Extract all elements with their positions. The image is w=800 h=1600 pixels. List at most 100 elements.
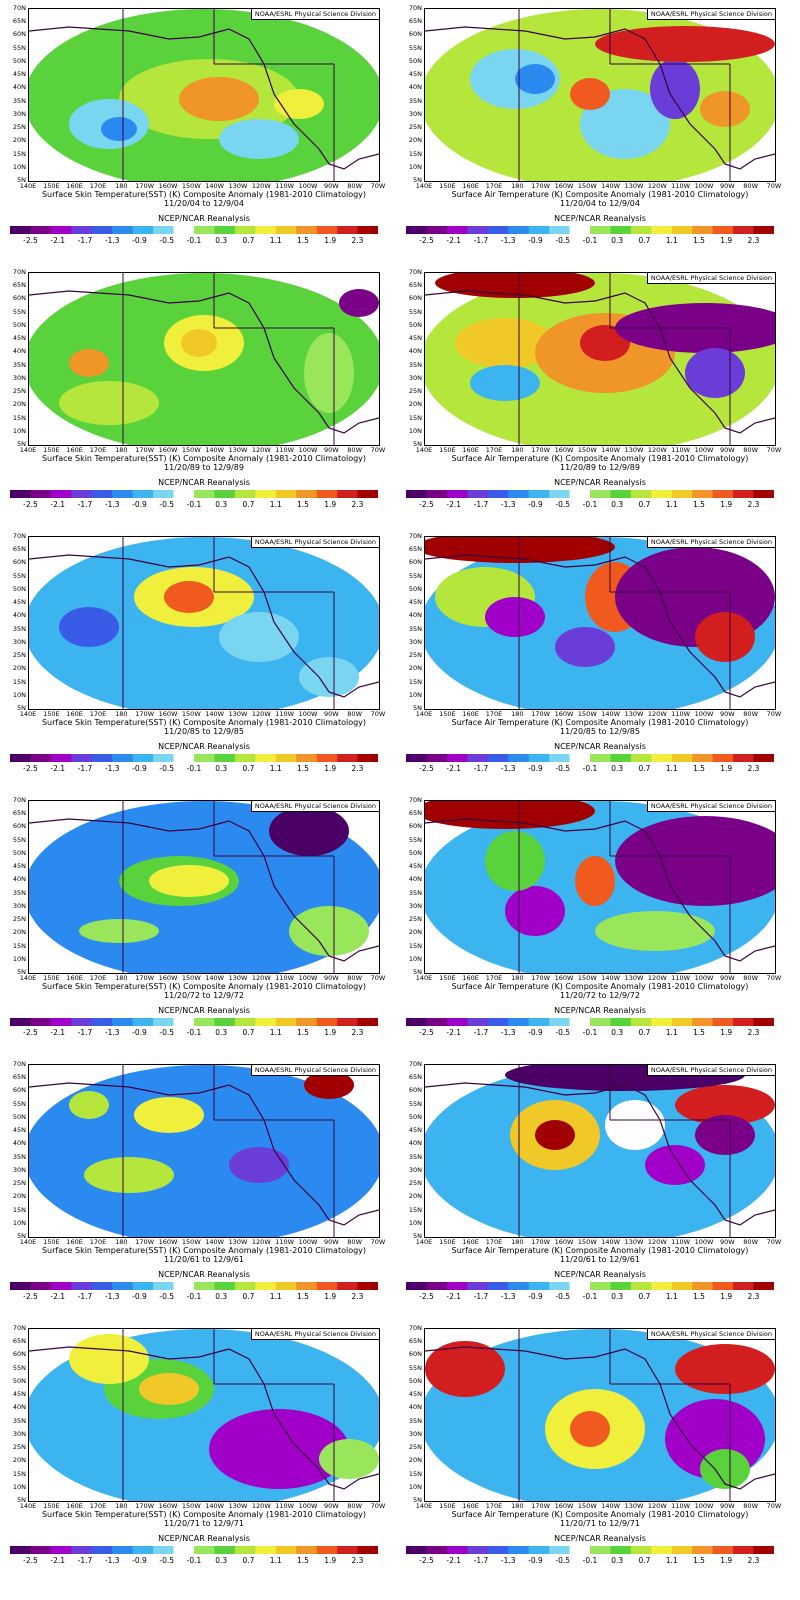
date-range: 11/20/89 to 12/9/89 [560,463,640,472]
colorbar-swatch [487,1018,509,1026]
colorbar-swatch [50,490,72,498]
longitude-label: 170E [485,1238,503,1246]
anomaly-region [319,1439,379,1479]
anomaly-region [695,612,755,662]
longitude-label: 150E [439,182,456,190]
anomaly-region [299,657,359,697]
colorbar-swatch [50,1546,72,1554]
anomaly-region [485,597,545,637]
longitude-label: 160E [462,446,479,454]
attribution-label: NOAA/ESRL Physical Science Division [250,537,379,548]
colorbar-tick-label: -0.9 [132,764,147,773]
longitude-label: 120W [251,1238,271,1246]
latitude-label: 30N [12,373,26,382]
longitude-label: 160E [66,446,83,454]
latitude-label: 10N [408,1218,422,1227]
anomaly-field [29,801,379,973]
date-range: 11/20/61 to 12/9/61 [560,1255,640,1264]
colorbar-swatch [337,754,359,762]
anomaly-field [29,1065,379,1237]
longitude-label: 160W [554,974,574,982]
longitude-label: 90W [323,446,339,454]
longitude-label: 70W [370,446,386,454]
longitude-label: 120W [251,974,271,982]
colorbar-tick-label: -0.1 [186,500,202,509]
colorbar-swatch [234,226,256,234]
colorbar-swatch [194,1546,215,1554]
colorbar [406,1018,774,1026]
colorbar-swatch [153,1546,175,1554]
longitude-label: 80W [743,710,758,718]
latitude-label: 40N [408,1403,422,1412]
coastline [425,554,775,698]
longitude-label: 160W [554,446,574,454]
longitude-label: 170E [485,974,503,982]
source-label: NCEP/NCAR Reanalysis [158,478,250,487]
colorbar-swatch [153,1282,175,1290]
longitude-label: 140W [601,1502,621,1510]
colorbar-swatch [234,1546,256,1554]
colorbar-swatch [255,1546,277,1554]
longitude-label: 160E [462,182,479,190]
colorbar-tick-label: 0.3 [611,236,624,245]
longitude-label: 170E [89,1238,107,1246]
latitude-label: 15N [12,1205,26,1214]
longitude-label: 180 [115,710,128,718]
latitude-label: 25N [12,123,26,132]
longitude-label: 90W [719,710,735,718]
longitude-label: 110W [671,1502,691,1510]
latitude-label: 70N [408,532,422,540]
longitude-label: 160W [158,1502,178,1510]
latitude-label: 15N [12,677,26,686]
longitude-label: 140E [415,1238,433,1246]
colorbar-swatch [132,1282,154,1290]
colorbar-swatch [173,226,195,234]
colorbar-swatch [30,226,52,234]
colorbar-swatch [91,1546,113,1554]
colorbar-swatch [10,490,31,498]
attribution-label: NOAA/ESRL Physical Science Division [250,9,379,20]
anomaly-region [515,64,555,94]
colorbar-ticks: -2.5 -2.1 -1.7 -1.3 -0.9 -0.5 -0.1 0.3 0.7 1.1 1.5… [406,1292,774,1302]
anomaly-region [84,1157,174,1193]
colorbar-tick-label: 1.5 [693,236,705,245]
colorbar-swatch [255,490,277,498]
longitude-label: 130W [228,974,248,982]
latitude-label: 10N [12,162,26,171]
colorbar-swatch [357,226,378,234]
longitude-label: 90W [719,1238,735,1246]
longitude-label: 130W [228,1502,248,1510]
latitude-label: 5N [413,704,422,712]
latitude-label: 65N [12,1337,26,1346]
anomaly-field [425,801,775,973]
longitude-label: 140W [205,710,225,718]
longitude-label: 150W [181,1502,201,1510]
map-plot: NOAA/ESRL Physical Science Division [28,1328,380,1502]
colorbar-swatch [426,1546,448,1554]
colorbar-swatch [569,1282,591,1290]
colorbar-swatch [91,1018,113,1026]
latitude-label: 30N [408,1165,422,1174]
longitude-label: 170E [89,710,107,718]
colorbar-tick-label: -0.9 [528,1028,543,1037]
latitude-label: 40N [408,83,422,92]
latitude-label: 60N [408,822,422,831]
colorbar-swatch [50,1018,72,1026]
source-label: NCEP/NCAR Reanalysis [554,478,646,487]
colorbar-ticks: -2.5 -2.1 -1.7 -1.3 -0.9 -0.5 -0.1 0.3 0.7 1.1 1.5… [10,764,378,774]
colorbar-swatch [50,754,72,762]
colorbar-tick-label: -1.7 [473,1292,489,1301]
colorbar-tick-label: 1.9 [720,1292,733,1301]
latitude-label: 65N [408,1337,422,1346]
colorbar-tick-label: -2.5 [419,1292,434,1301]
colorbar-tick-label: -1.3 [500,236,516,245]
anomaly-region [59,607,119,647]
colorbar-tick-label: -0.9 [132,1028,147,1037]
colorbar-swatch [234,754,256,762]
colorbar-tick-label: 2.3 [747,1292,760,1301]
longitude-label: 160W [554,710,574,718]
latitude-label: 35N [408,1416,422,1425]
colorbar-swatch [508,1546,530,1554]
colorbar-tick-label: -1.7 [473,236,489,245]
colorbar-tick-label: 1.9 [720,764,733,773]
